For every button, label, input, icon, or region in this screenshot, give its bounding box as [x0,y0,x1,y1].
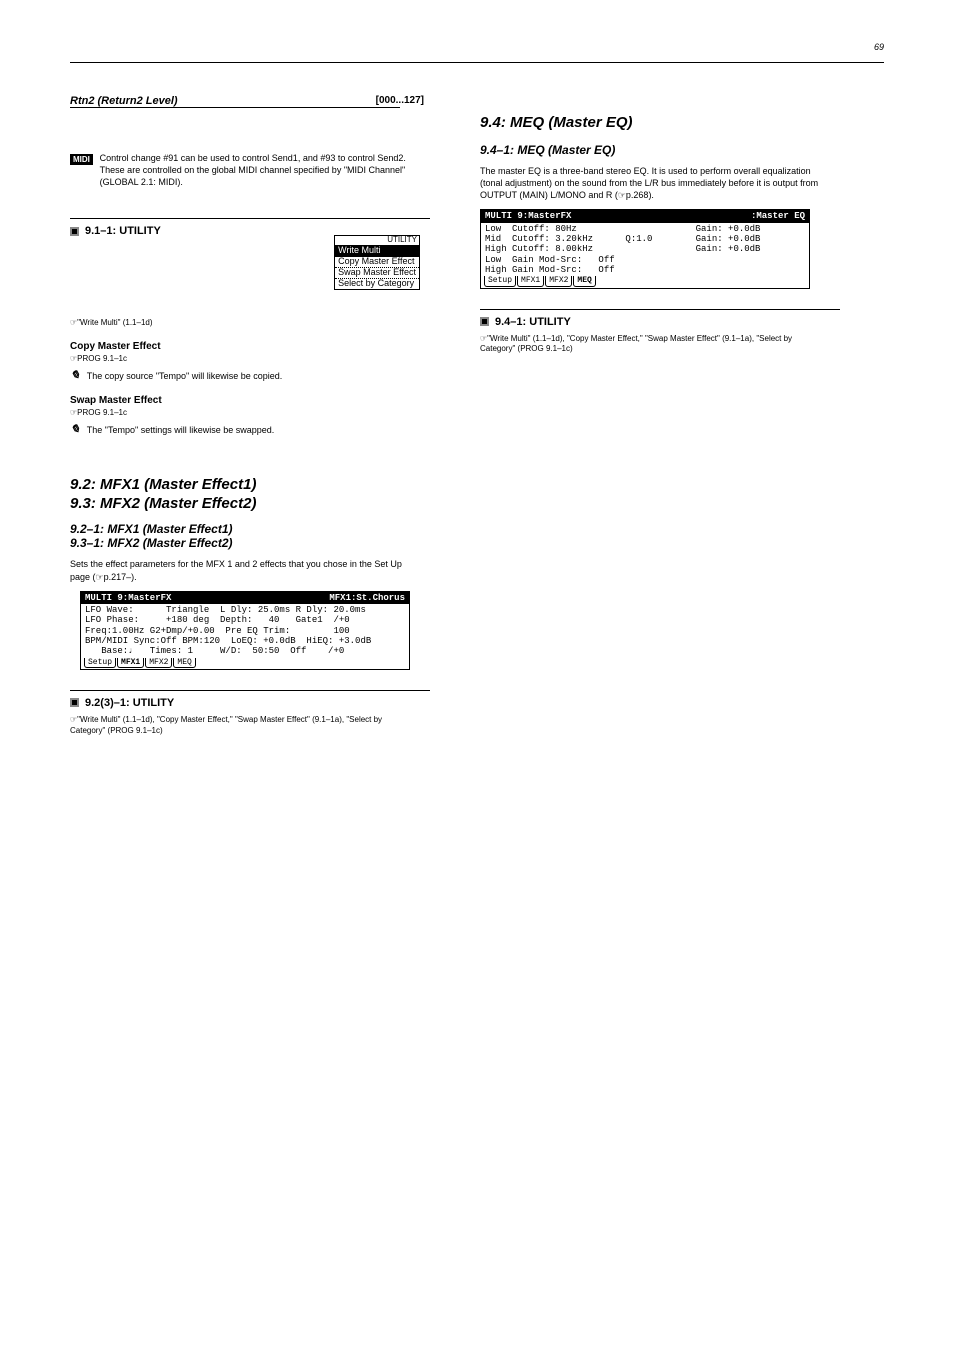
rtn2-range: [000...127] [376,95,424,106]
lcd-row: High Gain Mod-Src: Off [485,265,805,275]
lcd-row: BPM/MIDI Sync:Off BPM:120 LoEQ: +0.0dB H… [85,636,405,646]
square-bullet-icon [70,698,79,707]
lcd-row: Freq:1.00Hz G2+Dmp/+0.00 Pre EQ Trim: 10… [85,626,405,636]
section-rule-1 [70,218,430,219]
copy-master-note: The copy source "Tempo" will likewise be… [87,371,282,381]
write-multi-ref: ☞"Write Multi" (1.1–1d) [70,318,430,329]
rtn2-heading: Rtn2 (Return2 Level) [70,95,178,107]
section-rule-2 [70,690,430,691]
util-94-heading: 9.4–1: UTILITY [495,316,571,328]
copy-master-entry: Copy Master Effect ☞PROG 9.1–1c ✎ The co… [70,341,430,383]
top-rule [70,62,884,63]
write-multi-entry: ☞"Write Multi" (1.1–1d) [70,318,430,329]
lcd-tab[interactable]: MFX2 [145,658,172,668]
util-92-ref: ☞"Write Multi" (1.1–1d), "Copy Master Ef… [70,715,410,737]
lcd-row: Mid Cutoff: 3.20kHz Q:1.0 Gain: +0.0dB [485,234,805,244]
copy-master-title: Copy Master Effect [70,341,430,352]
section-rule-3 [480,309,840,310]
lcd-tab[interactable]: Setup [484,276,516,286]
swap-master-entry: Swap Master Effect ☞PROG 9.1–1c ✎ The "T… [70,395,430,437]
square-bullet-icon [480,317,489,326]
page-number: 69 [874,42,884,52]
util-section-1: 9.1–1: UTILITY UTILITY Write Multi Copy … [70,225,430,289]
utility-menu[interactable]: UTILITY Write Multi Copy Master Effect S… [334,235,420,289]
lcd-row: Low Gain Mod-Src: Off [485,255,805,265]
lcd-tab[interactable]: MEQ [173,658,195,668]
note-icon: ✎ [69,368,86,382]
page-93-heading: 9.3: MFX2 (Master Effect2) [70,495,430,512]
right-column: 9.4: MEQ (Master EQ) 9.4–1: MEQ (Master … [480,108,840,737]
lcd-row: Base:♩ Times: 1 W/D: 50:50 Off /+0 [85,646,405,656]
lcd-row: LFO Wave: Triangle L Dly: 25.0ms R Dly: … [85,605,405,615]
square-bullet-icon [70,227,79,236]
utility-menu-item[interactable]: Select by Category [335,279,419,289]
lcd-tab[interactable]: MFX2 [545,276,572,286]
lcd-tab[interactable]: Setup [84,658,116,668]
copy-master-ref: ☞PROG 9.1–1c [70,354,430,365]
midi-note-text: Control change #91 can be used to contro… [100,152,410,188]
lcd-tab[interactable]: MEQ [573,276,595,286]
page-92-heading: 9.2: MFX1 (Master Effect1) [70,476,430,493]
lcd-mfx-title-left: MULTI 9:MasterFX [85,593,171,603]
lcd-meq-title-left: MULTI 9:MasterFX [485,211,571,221]
lcd-tab[interactable]: MFX1 [517,276,544,286]
lcd-tab[interactable]: MFX1 [117,658,144,668]
page-94-sub: 9.4–1: MEQ (Master EQ) [480,143,840,157]
lcd-mfx: MULTI 9:MasterFX MFX1:St.Chorus LFO Wave… [80,591,410,670]
util-heading-1: 9.1–1: UTILITY [85,225,161,237]
note-icon: ✎ [69,422,86,436]
lcd-row: LFO Phase: +180 deg Depth: 40 Gate1 /+0 [85,615,405,625]
lcd-meq: MULTI 9:MasterFX :Master EQ Low Cutoff: … [480,209,810,288]
lcd-row: High Cutoff: 8.00kHz Gain: +0.0dB [485,244,805,254]
util-92-heading: 9.2(3)–1: UTILITY [85,697,174,709]
lcd-meq-title-right: :Master EQ [751,211,805,221]
swap-master-title: Swap Master Effect [70,395,430,406]
util-94-ref: ☞"Write Multi" (1.1–1d), "Copy Master Ef… [480,334,820,356]
page-94-heading: 9.4: MEQ (Master EQ) [480,114,840,131]
page-92-sub: 9.2–1: MFX1 (Master Effect1) [70,522,430,536]
page-93-sub: 9.3–1: MFX2 (Master Effect2) [70,536,430,550]
left-column: MIDI Control change #91 can be used to c… [70,108,430,737]
meq-desc: The master EQ is a three-band stereo EQ.… [480,165,820,201]
midi-icon: MIDI [70,154,93,165]
lcd-mfx-title-right: MFX1:St.Chorus [329,593,405,603]
swap-master-note: The "Tempo" settings will likewise be sw… [87,425,274,435]
swap-master-ref: ☞PROG 9.1–1c [70,408,430,419]
lcd-row: Low Cutoff: 80Hz Gain: +0.0dB [485,224,805,234]
mfx-desc: Sets the effect parameters for the MFX 1… [70,558,410,582]
